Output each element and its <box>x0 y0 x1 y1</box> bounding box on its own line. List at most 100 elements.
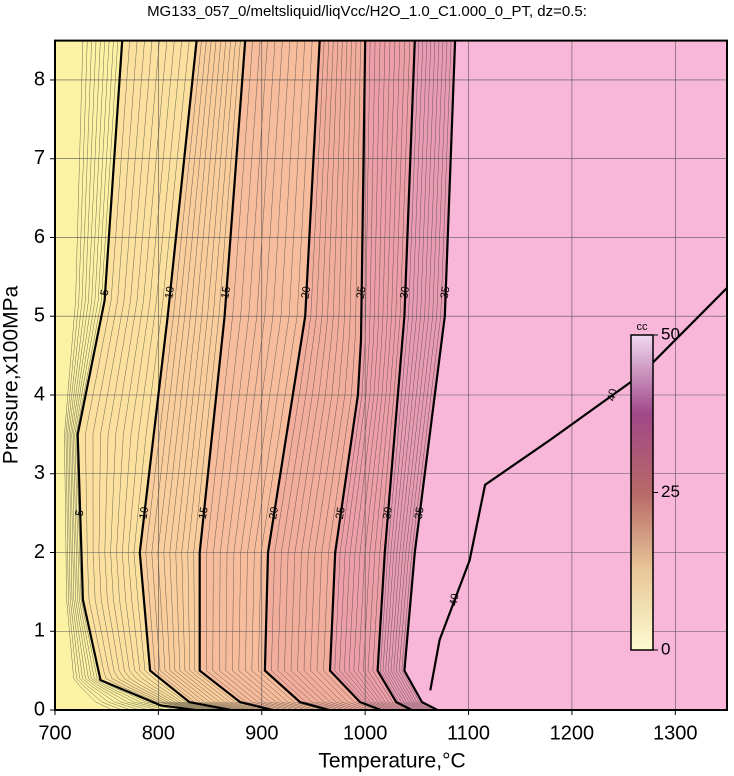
x-axis-label: Temperature,°C <box>318 750 465 773</box>
minor-contour <box>71 40 159 711</box>
minor-contour <box>133 40 228 711</box>
colorbar-label: cc <box>637 321 649 333</box>
x-tick-label: 1000 <box>343 722 388 744</box>
chart-title: MG133_057_0/meltsliquid/liqVcc/H2O_1.0_C… <box>147 3 587 20</box>
contour-line <box>403 40 457 711</box>
x-tick-label: 700 <box>38 722 71 744</box>
contour-label: 15 <box>197 506 211 520</box>
y-tick-label: 5 <box>34 305 45 327</box>
contour-label: 35 <box>413 506 427 520</box>
minor-contour <box>382 40 424 711</box>
minor-contour <box>104 40 210 711</box>
contour-label: 25 <box>334 506 348 520</box>
minor-contour <box>157 40 244 711</box>
minor-contour <box>110 40 213 711</box>
y-tick-label: 8 <box>34 68 45 90</box>
minor-contour <box>367 40 406 711</box>
minor-contour <box>64 40 114 711</box>
minor-contour <box>85 40 199 711</box>
minor-contour <box>163 40 248 711</box>
minor-contour <box>187 40 264 711</box>
minor-contour <box>353 40 397 711</box>
minor-contour <box>372 40 411 711</box>
minor-contour <box>251 40 318 711</box>
overlay: 700 800 900 1000 1100 1200 1300012345678cc0255… <box>34 39 728 744</box>
minor-contour <box>258 40 324 711</box>
contour-label: 20 <box>299 286 313 300</box>
y-axis-label: Pressure,x100MPa <box>0 285 23 464</box>
minor-contour <box>290 40 350 711</box>
minor-contour <box>181 40 260 711</box>
contour-line <box>328 40 382 711</box>
minor-contour <box>127 40 224 711</box>
minor-contour <box>385 40 428 711</box>
x-tick-label: 1300 <box>653 722 698 744</box>
contour-line <box>376 40 416 711</box>
minor-contour <box>339 40 387 711</box>
minor-contour <box>116 40 217 711</box>
colorbar-tick-label: 50 <box>661 324 680 343</box>
x-tick-label: 800 <box>142 722 175 744</box>
y-tick-label: 3 <box>34 462 45 484</box>
minor-contour <box>303 40 361 711</box>
minor-contour <box>271 40 335 711</box>
minor-contour <box>193 40 269 711</box>
minor-contour <box>175 40 256 711</box>
contour-line <box>76 40 195 711</box>
minor-contour <box>67 40 132 711</box>
contour-label: 35 <box>439 286 453 300</box>
minor-contour <box>122 40 220 711</box>
contour-line <box>263 40 330 711</box>
minor-contour <box>379 40 420 711</box>
contour-label: 40 <box>448 593 462 607</box>
y-tick-label: 0 <box>34 698 45 720</box>
colorbar <box>630 334 654 651</box>
minor-contour <box>212 40 284 711</box>
minor-contour <box>348 40 394 711</box>
minor-contour <box>206 40 278 711</box>
contour-band <box>403 40 727 711</box>
minor-contour <box>316 40 371 711</box>
contour-line <box>138 40 232 711</box>
plot-frame <box>54 39 728 712</box>
minor-contour <box>388 40 432 711</box>
y-tick-label: 6 <box>34 226 45 248</box>
y-tick-label: 2 <box>34 541 45 563</box>
minor-contour <box>169 40 252 711</box>
contour-label: 25 <box>355 286 369 300</box>
contour-label: 5 <box>74 509 87 517</box>
minor-contour <box>393 40 440 711</box>
minor-contour <box>396 40 444 711</box>
minor-contour <box>219 40 290 711</box>
minor-contour <box>74 40 177 711</box>
minor-contour <box>310 40 366 711</box>
minor-contour <box>68 40 141 711</box>
minor-contour <box>398 40 448 711</box>
minor-contour <box>245 40 312 711</box>
colorbar-tick-label: 0 <box>661 639 670 658</box>
minor-contour <box>358 40 400 711</box>
minor-contour <box>323 40 376 711</box>
minor-contour <box>277 40 340 711</box>
x-tick-label: 900 <box>245 722 278 744</box>
y-tick-label: 7 <box>34 147 45 169</box>
minor-contour <box>390 40 436 711</box>
contour-label: 15 <box>219 286 233 300</box>
minor-contour <box>401 40 452 711</box>
minor-contour <box>145 40 235 711</box>
minor-contour <box>65 40 123 711</box>
contour-label: 30 <box>381 506 395 520</box>
minor-contour <box>363 40 403 711</box>
x-tick-label: 1100 <box>447 722 490 744</box>
minor-contour <box>151 40 240 711</box>
minor-contour <box>92 40 202 711</box>
minor-contour <box>76 40 186 711</box>
contour-label: 10 <box>163 286 177 300</box>
minor-contour <box>225 40 295 711</box>
minor-contour <box>297 40 355 711</box>
minor-contour <box>284 40 345 711</box>
minor-contour <box>344 40 391 711</box>
minor-contour <box>70 40 150 711</box>
contour-label: 20 <box>267 506 281 520</box>
